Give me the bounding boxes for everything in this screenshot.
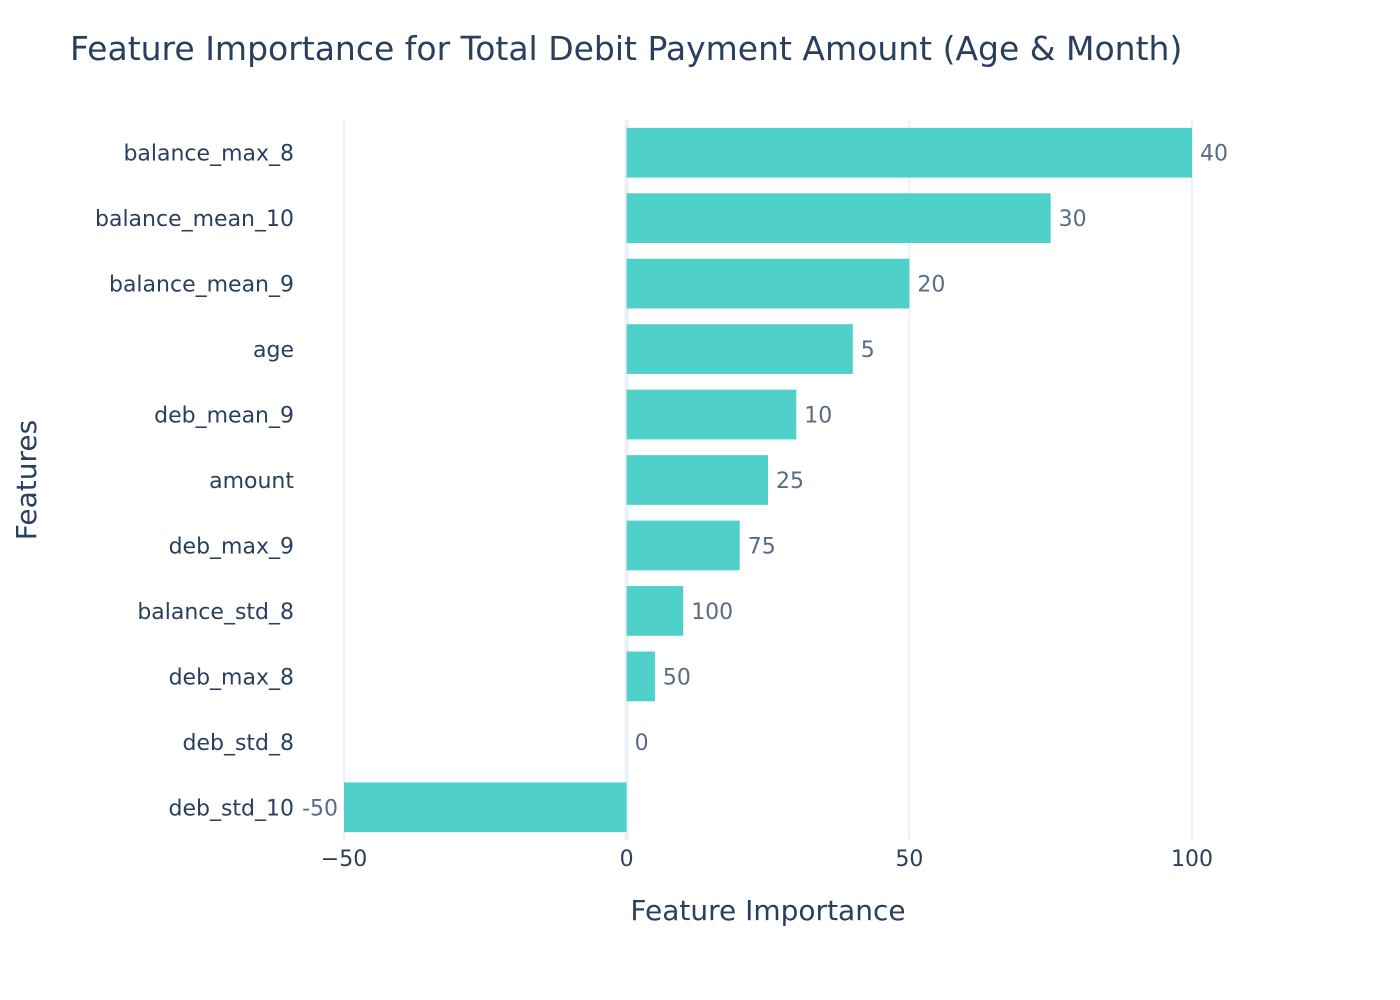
data-label: 20 bbox=[917, 273, 945, 298]
bar bbox=[626, 586, 684, 636]
data-label: 30 bbox=[1059, 207, 1087, 232]
bar bbox=[626, 193, 1051, 244]
bar bbox=[626, 324, 853, 374]
x-tick-label: −50 bbox=[321, 847, 367, 872]
y-tick-label: balance_max_8 bbox=[123, 142, 294, 167]
data-label: 10 bbox=[804, 404, 832, 429]
bar bbox=[626, 127, 1192, 178]
data-label: 0 bbox=[635, 731, 649, 756]
y-tick-label: balance_std_8 bbox=[137, 600, 294, 625]
data-label: 25 bbox=[776, 469, 804, 494]
data-labels: 40 30 20 5 10 25 75 100 50 0 -50 bbox=[302, 142, 1228, 822]
y-tick-label: deb_mean_9 bbox=[154, 404, 294, 429]
data-label: 75 bbox=[748, 534, 776, 559]
x-tick-label: 50 bbox=[895, 847, 923, 872]
bars bbox=[344, 127, 1192, 833]
bar bbox=[626, 455, 768, 505]
data-label: 50 bbox=[663, 665, 691, 690]
bar bbox=[344, 782, 627, 833]
bar bbox=[626, 389, 797, 440]
data-label: 100 bbox=[691, 600, 733, 625]
y-tick-label: age bbox=[253, 338, 294, 363]
y-tick-label: balance_mean_9 bbox=[109, 273, 294, 298]
bar bbox=[626, 258, 910, 309]
data-label: 5 bbox=[861, 338, 875, 363]
chart-title: Feature Importance for Total Debit Payme… bbox=[70, 29, 1182, 68]
x-axis-title: Feature Importance bbox=[630, 894, 905, 927]
data-label: 40 bbox=[1200, 142, 1228, 167]
bar bbox=[626, 651, 655, 702]
x-tick-label: 0 bbox=[620, 847, 634, 872]
y-tick-label: deb_std_10 bbox=[168, 796, 294, 821]
bar bbox=[626, 520, 740, 571]
x-tick-label: 100 bbox=[1171, 847, 1213, 872]
x-tick-labels: −50 0 50 100 bbox=[321, 847, 1213, 872]
y-tick-label: deb_max_9 bbox=[169, 534, 294, 559]
y-tick-label: deb_std_8 bbox=[182, 731, 294, 756]
y-tick-label: amount bbox=[209, 469, 294, 494]
y-tick-label: deb_max_8 bbox=[169, 665, 294, 690]
y-tick-label: balance_mean_10 bbox=[95, 207, 294, 232]
y-axis-title: Features bbox=[10, 420, 43, 540]
data-label: -50 bbox=[302, 796, 338, 821]
y-tick-labels: balance_max_8 balance_mean_10 balance_mean… bbox=[95, 142, 294, 822]
